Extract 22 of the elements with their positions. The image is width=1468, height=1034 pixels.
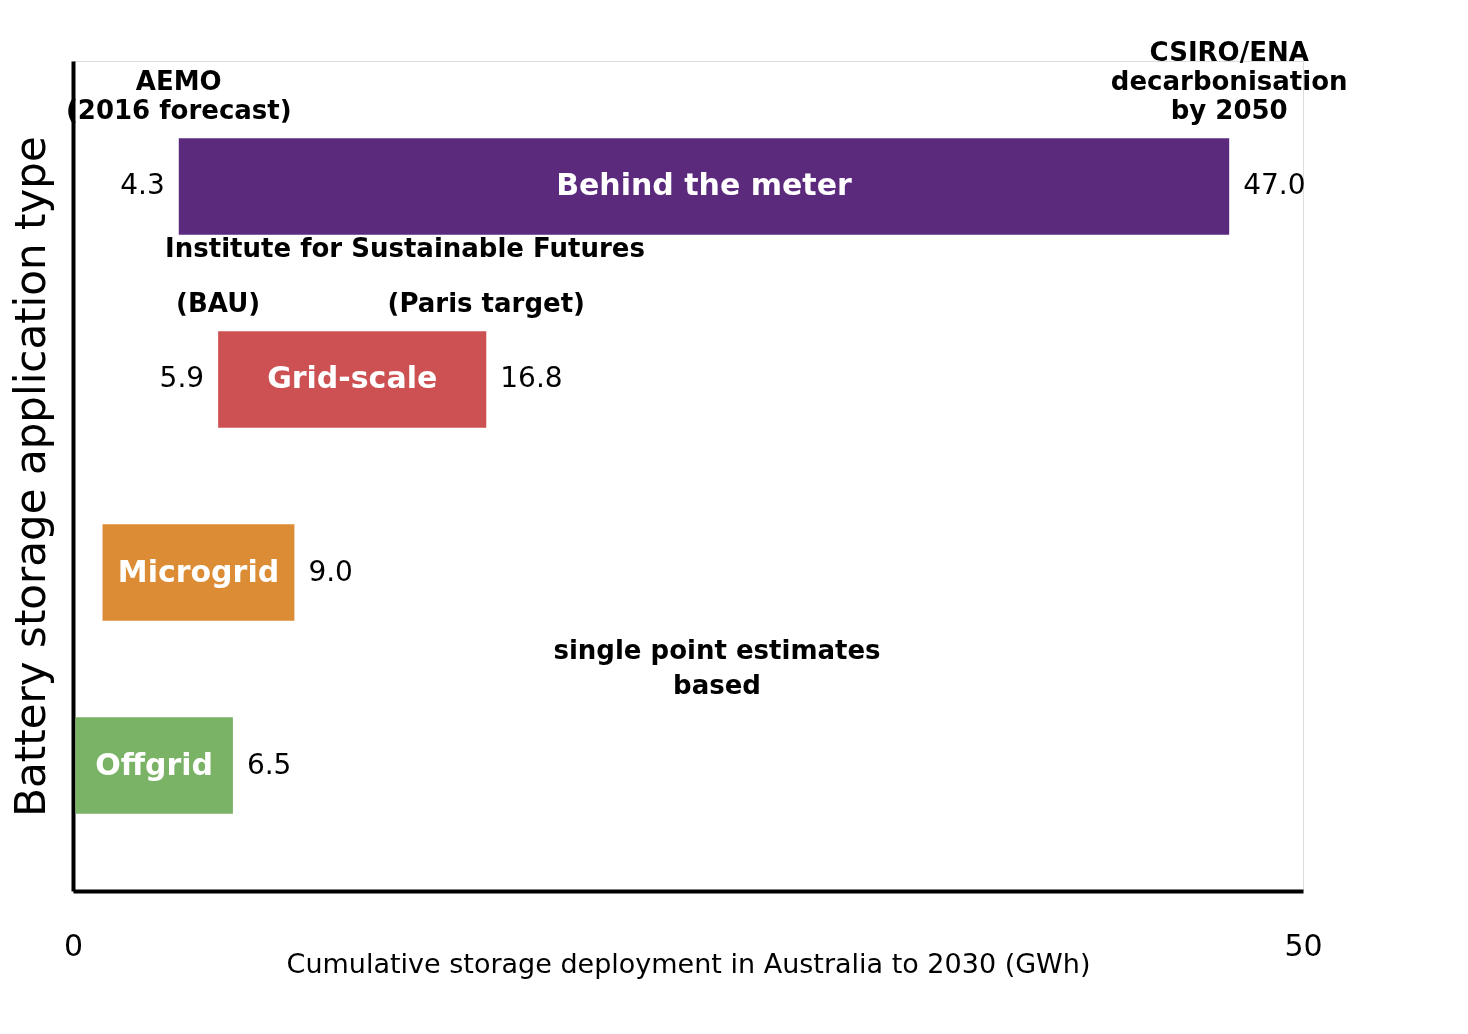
annotation: 5.9 <box>159 361 205 395</box>
y-tick-label: Behind the meter <box>556 167 853 203</box>
x-axis-title: Cumulative storage deployment in Australia to 2030 (GWh) <box>286 947 1091 979</box>
bar <box>218 331 487 428</box>
x-tick-label: 50 <box>1284 927 1323 963</box>
annotation: single point estimates based <box>553 635 881 701</box>
annotation: CSIRO/ENA decarbonisation by 2050 <box>1110 37 1348 126</box>
y-axis-title: Battery storage application type <box>5 136 55 817</box>
annotation: Institute for Sustainable Futures <box>165 233 645 264</box>
annotation: 4.3 <box>120 168 165 202</box>
x-tick-label: 0 <box>63 927 84 963</box>
annotation: 9.0 <box>308 554 353 588</box>
y-tick-label: Offgrid <box>95 746 214 782</box>
annotation: 16.8 <box>500 361 563 395</box>
annotation: (BAU) <box>176 288 261 319</box>
annotation: (Paris target) <box>387 288 585 319</box>
y-tick-label: Grid-scale <box>267 360 438 396</box>
annotation: 6.5 <box>246 747 292 781</box>
bar <box>75 717 233 814</box>
annotation: 47.0 <box>1243 168 1306 202</box>
y-tick-label: Microgrid <box>117 553 280 589</box>
bar <box>178 138 1230 235</box>
